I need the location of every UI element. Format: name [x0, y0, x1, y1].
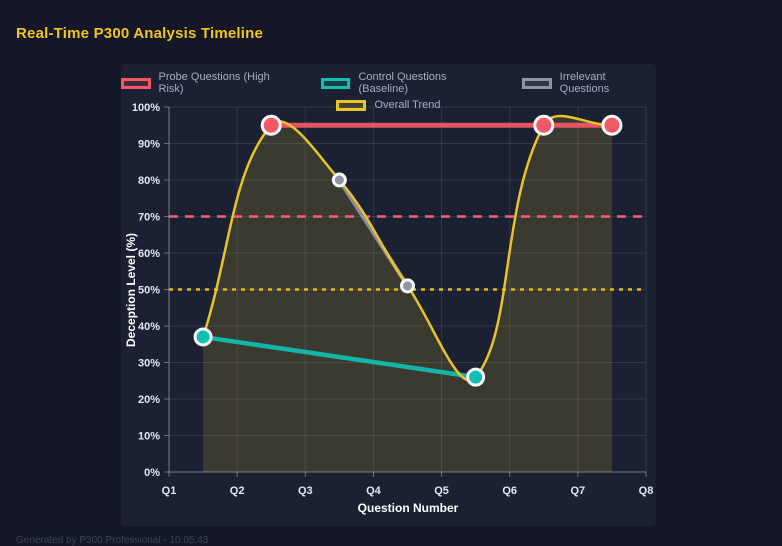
- legend-swatch-control: [320, 77, 351, 89]
- y-tick-label: 90%: [138, 139, 160, 151]
- series-points[interactable]: [193, 114, 623, 387]
- legend-label-probe: Probe Questions (High Risk): [158, 71, 270, 95]
- x-tick-label: Q6: [502, 485, 517, 497]
- legend-item-irrelevant[interactable]: Irrelevant Questions: [522, 71, 656, 95]
- legend-label-irrelevant: Irrelevant Questions: [559, 71, 610, 95]
- chart-panel: Probe Questions (High Risk) Control Ques…: [121, 64, 656, 526]
- data-point-irrelevant-0[interactable]: [331, 172, 347, 188]
- trend-area: [203, 115, 612, 472]
- x-tick-label: Q3: [298, 485, 313, 497]
- y-axis-title: Deception Level (%): [124, 233, 138, 347]
- y-tick-label: 0%: [144, 467, 160, 479]
- chart-legend: Probe Questions (High Risk) Control Ques…: [121, 71, 656, 111]
- x-tick-label: Q8: [639, 485, 654, 497]
- series-line-control: [200, 334, 478, 380]
- line-chart[interactable]: Q1 Q2 Q3 Q4 Q5 Q6 Q7 Q8 0% 10% 20% 30% 40% 50% 60% 70% 8…: [121, 64, 656, 526]
- y-tick-label: 30%: [138, 358, 160, 370]
- y-tick-label: 50%: [138, 285, 160, 297]
- data-point-probe-0[interactable]: [260, 114, 282, 136]
- data-point-irrelevant-1[interactable]: [400, 278, 415, 294]
- x-tick-label: Q2: [230, 485, 245, 497]
- x-tick-label: Q1: [162, 485, 177, 497]
- footer-note: Generated by P300 Professional - 10:05:4…: [16, 535, 209, 546]
- y-tick-label: 10%: [138, 431, 160, 443]
- legend-item-probe[interactable]: Probe Questions (High Risk): [121, 71, 295, 95]
- legend-label-trend: Overall Trend: [374, 99, 441, 111]
- data-point-control-0[interactable]: [193, 327, 213, 347]
- data-point-probe-2[interactable]: [601, 114, 623, 136]
- legend-swatch-trend: [336, 99, 367, 111]
- y-tick-label: 60%: [138, 248, 160, 260]
- y-tick-label: 20%: [138, 394, 160, 406]
- x-tick-label: Q7: [571, 485, 586, 497]
- x-axis-title: Question Number: [358, 501, 459, 515]
- y-tick-label: 70%: [138, 212, 160, 224]
- axis-tick-labels: Q1 Q2 Q3 Q4 Q5 Q6 Q7 Q8 0% 10% 20% 30% 40% 50% 60% 70% 8…: [132, 102, 653, 497]
- data-point-probe-1[interactable]: [533, 114, 555, 136]
- legend-row-2: Overall Trend: [336, 99, 441, 111]
- legend-label-control: Control Questions (Baseline): [358, 71, 447, 95]
- y-tick-label: 40%: [138, 321, 160, 333]
- x-tick-label: Q5: [434, 485, 449, 497]
- data-point-control-1[interactable]: [466, 367, 486, 387]
- legend-swatch-irrelevant: [522, 77, 552, 89]
- x-tick-label: Q4: [366, 485, 382, 497]
- y-tick-label: 80%: [138, 175, 160, 187]
- legend-swatch-probe: [121, 77, 151, 89]
- threshold-lines: [169, 215, 646, 291]
- page-title: Real-Time P300 Analysis Timeline: [16, 25, 264, 42]
- y-tick-label: 100%: [132, 102, 160, 114]
- legend-item-control[interactable]: Control Questions (Baseline): [320, 71, 496, 95]
- legend-row-1: Probe Questions (High Risk) Control Ques…: [121, 71, 656, 95]
- legend-item-trend[interactable]: Overall Trend: [336, 99, 441, 111]
- trend-area-fill: [203, 115, 612, 472]
